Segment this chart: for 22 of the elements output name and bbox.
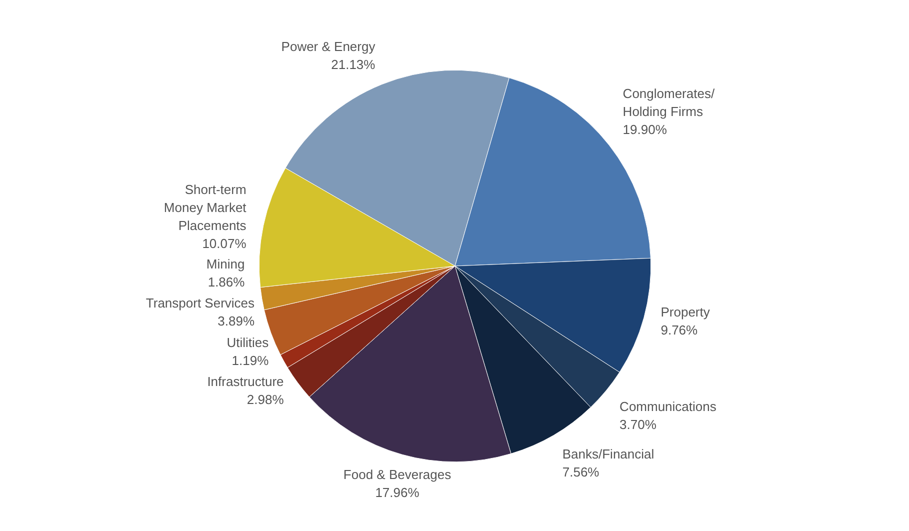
slice-label: Infrastructure: [207, 374, 284, 390]
slice-label: Food & Beverages: [343, 467, 452, 482]
slice-label: Utilities: [226, 334, 270, 350]
slice-label: Conglomerates/ Holding Firms: [622, 86, 715, 120]
data-label: 9.76%: [660, 322, 698, 338]
slice-label: Power & Energy: [281, 39, 376, 54]
slice-label: Short-term Money Market Placements: [164, 182, 247, 233]
data-label: 1.19%: [232, 352, 270, 368]
data-label: 10.07%: [202, 236, 247, 251]
slice-label: Communications: [620, 398, 717, 414]
data-label: 21.13%: [331, 57, 376, 72]
data-label: 17.96%: [375, 485, 420, 500]
slice-label: Mining: [206, 256, 245, 272]
data-label: 3.89%: [218, 314, 255, 329]
data-label: 7.56%: [562, 464, 600, 480]
data-label: 19.90%: [622, 122, 668, 138]
data-label: 1.86%: [208, 274, 246, 290]
data-label: 3.70%: [620, 416, 657, 432]
slice-label: Transport Services: [146, 296, 256, 311]
slice-label: Property: [660, 304, 710, 320]
slice-label: Banks/Financial: [562, 446, 654, 462]
data-label: 2.98%: [246, 392, 284, 408]
